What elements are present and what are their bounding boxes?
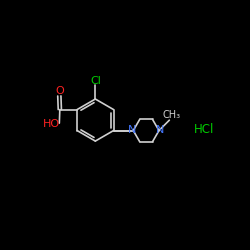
Text: O: O <box>55 86 64 96</box>
Text: CH₃: CH₃ <box>162 110 180 120</box>
Text: N: N <box>128 125 137 135</box>
Text: Cl: Cl <box>90 76 101 86</box>
Text: HCl: HCl <box>194 124 214 136</box>
Text: HO: HO <box>43 120 60 130</box>
Text: N: N <box>156 125 164 135</box>
